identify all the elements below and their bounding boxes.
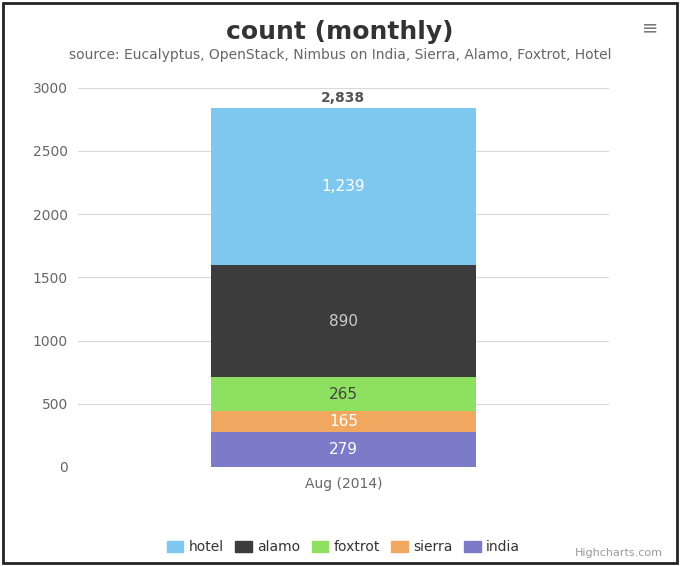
Text: 165: 165 [329,414,358,429]
Text: 265: 265 [329,387,358,401]
Bar [211,108,476,265]
Text: 1,239: 1,239 [322,179,365,194]
Text: source: Eucalyptus, OpenStack, Nimbus on India, Sierra, Alamo, Foxtrot, Hotel: source: Eucalyptus, OpenStack, Nimbus on… [69,48,611,62]
Bar [211,378,476,411]
Text: 890: 890 [329,314,358,329]
Bar [211,265,476,378]
Bar [211,432,476,467]
Text: Highcharts.com: Highcharts.com [575,547,663,558]
Bar [211,411,476,432]
Text: ≡: ≡ [642,18,658,37]
Text: 279: 279 [329,442,358,457]
Text: 2,838: 2,838 [322,91,365,105]
Text: count (monthly): count (monthly) [226,20,454,44]
Legend: hotel, alamo, foxtrot, sierra, india: hotel, alamo, foxtrot, sierra, india [161,534,526,560]
